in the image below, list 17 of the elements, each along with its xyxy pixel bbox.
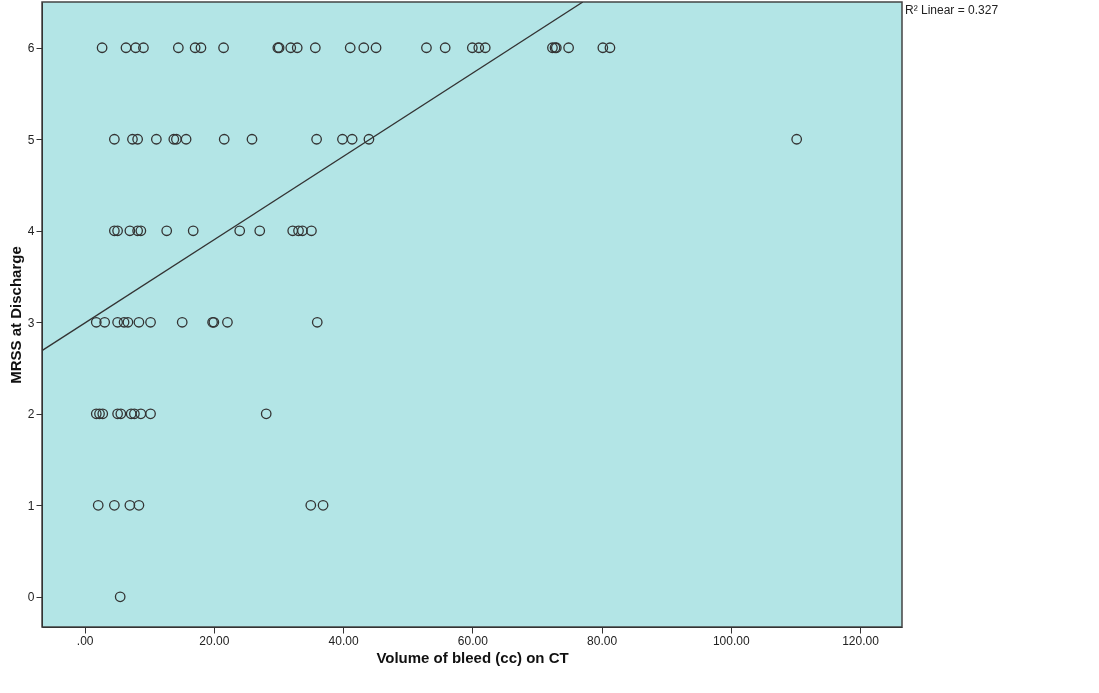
x-tick-label: 20.00 [199, 633, 230, 648]
y-tick-label: 6 [27, 41, 35, 56]
y-tick-label: 5 [27, 132, 35, 147]
y-tick-label: 4 [27, 224, 35, 239]
x-tick-label: 80.00 [587, 633, 618, 648]
y-axis-title: MRSS at Discharge [6, 246, 24, 384]
y-tick-label: 3 [27, 315, 35, 330]
x-tick-label: 120.00 [842, 633, 880, 648]
x-tick-label: 60.00 [457, 633, 489, 648]
y-tick-label: 0 [27, 590, 35, 605]
y-tick-label: 2 [27, 407, 35, 422]
x-axis-title: Volume of bleed (cc) on CT [376, 648, 569, 666]
text: R² Linear = 0.327 [905, 3, 999, 17]
x-tick-label: .00 [76, 633, 94, 648]
x-tick-label: 40.00 [328, 633, 359, 648]
x-tick-label: 100.00 [712, 633, 750, 648]
y-tick-label: 1 [27, 498, 35, 513]
